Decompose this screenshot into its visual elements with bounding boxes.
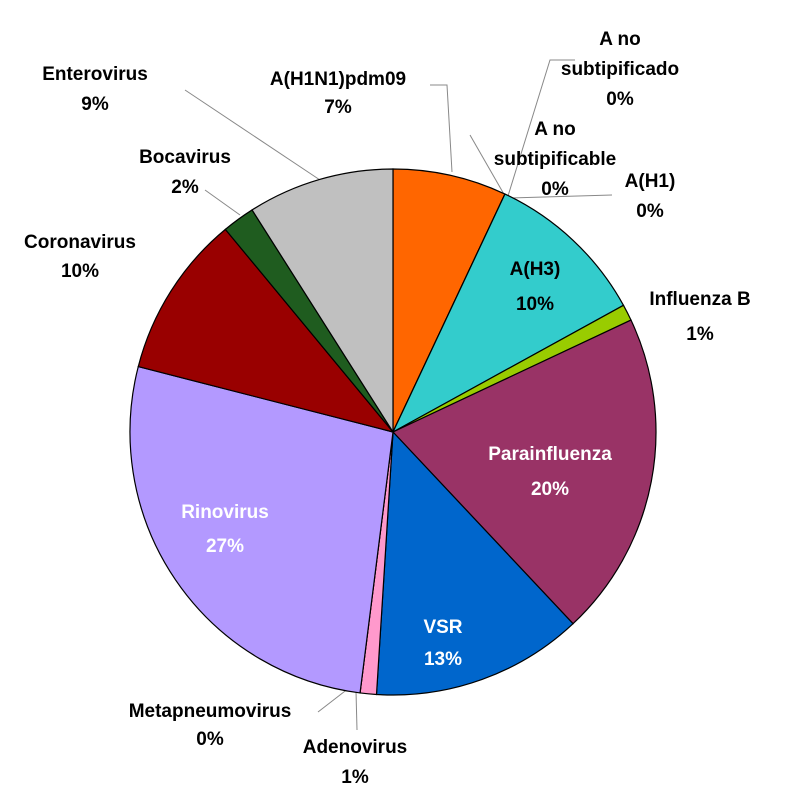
leader-lines xyxy=(184,59,613,731)
value-label: 0% xyxy=(541,179,569,200)
leader-line xyxy=(469,134,506,197)
value-label: 0% xyxy=(636,201,664,222)
value-label: 1% xyxy=(341,767,369,788)
leader-line xyxy=(184,89,321,181)
slice-label: A(H1) xyxy=(625,171,676,192)
pie-slice xyxy=(392,168,506,433)
slice-label: A(H3) xyxy=(510,259,561,280)
value-label: 1% xyxy=(686,324,714,345)
slice-label: A no subtipificado xyxy=(561,29,679,80)
slice-label: Influenza B xyxy=(649,289,750,310)
slice-label: Rinovirus xyxy=(181,502,269,523)
value-label: 20% xyxy=(531,479,569,500)
leader-line xyxy=(355,690,358,731)
leader-line xyxy=(507,59,575,197)
pie-slice xyxy=(375,430,574,696)
slice-label: Bocavirus xyxy=(139,147,231,168)
value-label: 13% xyxy=(424,649,462,670)
leader-line xyxy=(317,687,350,713)
pie-slice xyxy=(391,319,657,625)
slice-label: Coronavirus xyxy=(24,232,136,253)
slice-label: A no subtipificable xyxy=(494,119,616,170)
slice-label: VSR xyxy=(423,617,462,638)
value-label: 2% xyxy=(171,177,199,198)
value-label: 10% xyxy=(61,261,99,282)
pie-slice xyxy=(251,168,394,435)
value-label: 27% xyxy=(206,536,244,557)
value-label: 0% xyxy=(606,89,634,110)
slice-label: Adenovirus xyxy=(303,737,408,758)
pie-slice xyxy=(129,365,394,694)
value-label: 10% xyxy=(516,294,554,315)
leader-line xyxy=(204,189,241,216)
slice-label: Enterovirus xyxy=(42,64,148,85)
slice-label: Metapneumovirus xyxy=(129,701,292,722)
value-label: 7% xyxy=(324,97,352,118)
slice-label: A(H1N1)pdm09 xyxy=(270,69,406,90)
leader-line xyxy=(430,84,453,173)
pie-slice xyxy=(137,228,395,434)
pie-slice xyxy=(391,193,625,434)
value-label: 9% xyxy=(81,94,109,115)
slice-label: Parainfluenza xyxy=(488,444,612,465)
value-label: 0% xyxy=(196,729,224,750)
leader-line xyxy=(509,194,613,199)
